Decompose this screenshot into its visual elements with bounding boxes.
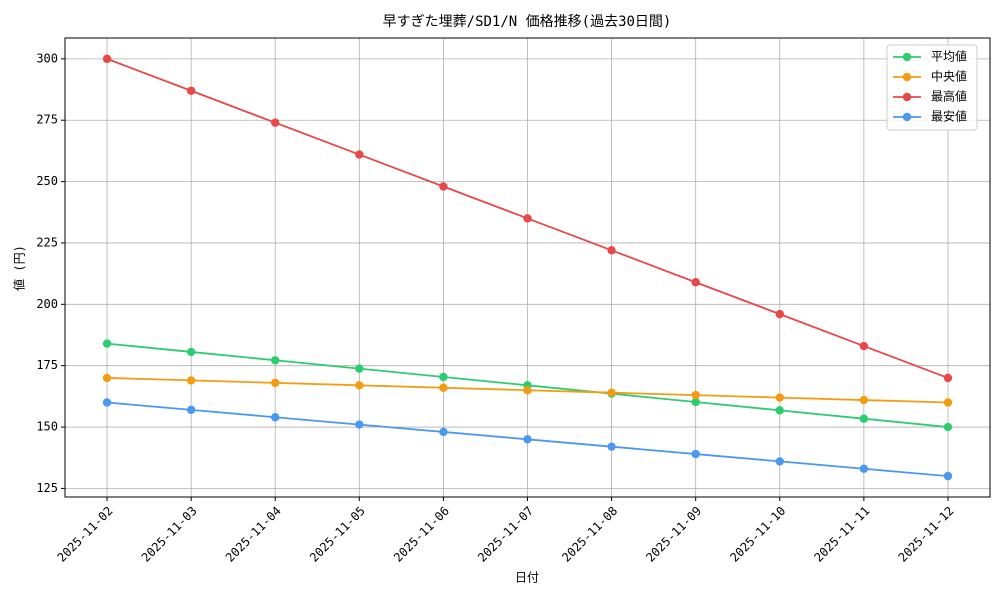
point bbox=[439, 427, 448, 437]
chart-title: 早すぎた埋葬/SD1/N 価格推移(過去30日間) bbox=[383, 14, 672, 30]
point bbox=[439, 372, 448, 382]
point bbox=[355, 364, 364, 373]
point bbox=[523, 386, 532, 395]
y-tick-label: 300 bbox=[36, 51, 58, 65]
point bbox=[859, 464, 869, 473]
point bbox=[355, 381, 364, 390]
y-tick-label: 250 bbox=[36, 174, 58, 188]
point bbox=[186, 347, 196, 357]
y-tick-label: 200 bbox=[36, 297, 58, 311]
y-tick-label: 125 bbox=[36, 481, 58, 495]
point bbox=[607, 442, 616, 451]
point bbox=[691, 449, 700, 459]
point bbox=[775, 457, 784, 466]
point bbox=[691, 397, 700, 407]
legend-label: 平均値 bbox=[931, 49, 967, 64]
point bbox=[186, 86, 196, 95]
point bbox=[271, 378, 280, 388]
point bbox=[355, 420, 364, 429]
legend-marker bbox=[902, 72, 912, 82]
point bbox=[943, 422, 953, 432]
point bbox=[186, 405, 196, 415]
x-axis-label: 日付 bbox=[515, 571, 539, 585]
point bbox=[943, 373, 953, 383]
point bbox=[691, 390, 700, 400]
y-tick-label: 175 bbox=[36, 358, 58, 372]
point bbox=[775, 309, 784, 319]
y-axis-label: 値 (円) bbox=[12, 245, 27, 291]
y-tick-label: 275 bbox=[36, 113, 58, 127]
point bbox=[775, 406, 784, 415]
point bbox=[102, 373, 112, 383]
legend-label: 最高値 bbox=[931, 89, 967, 104]
point bbox=[186, 376, 196, 385]
point bbox=[775, 393, 784, 402]
point bbox=[859, 341, 869, 351]
point bbox=[607, 388, 616, 397]
y-tick-label: 150 bbox=[36, 420, 58, 434]
point bbox=[102, 54, 112, 64]
point bbox=[859, 414, 869, 423]
point bbox=[607, 246, 616, 255]
point bbox=[859, 395, 869, 405]
legend-marker bbox=[902, 92, 912, 102]
legend-marker bbox=[902, 112, 912, 122]
legend-box bbox=[886, 44, 978, 131]
y-tick-label: 225 bbox=[36, 235, 58, 249]
point bbox=[523, 435, 532, 444]
legend-label: 最安値 bbox=[931, 109, 967, 124]
point bbox=[271, 118, 280, 127]
point bbox=[523, 214, 532, 223]
point bbox=[271, 356, 280, 365]
legend-marker bbox=[902, 52, 912, 62]
point bbox=[439, 182, 448, 191]
point bbox=[943, 398, 953, 407]
plot-frame bbox=[64, 37, 991, 498]
point bbox=[943, 471, 953, 481]
point bbox=[691, 278, 700, 287]
point bbox=[439, 383, 448, 392]
point bbox=[355, 150, 364, 159]
point bbox=[102, 398, 112, 407]
point bbox=[102, 339, 112, 348]
point bbox=[271, 413, 280, 422]
legend-label: 中央値 bbox=[931, 69, 967, 84]
